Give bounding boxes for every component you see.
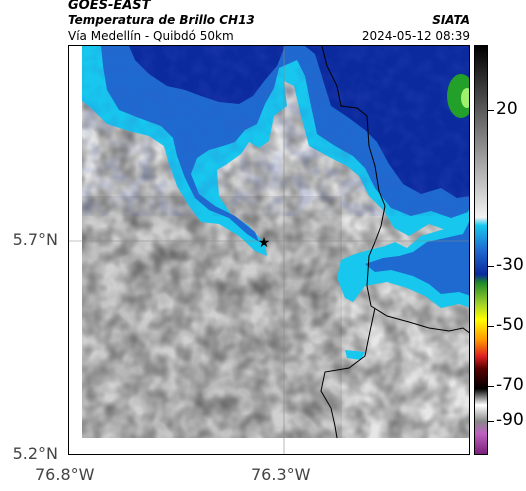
colorbar-tick-mark: [488, 386, 494, 387]
river-line: [320, 307, 376, 439]
colorbar-gradient: [475, 46, 487, 454]
region-subtitle: Vía Medellín - Quibdó 50km: [68, 29, 234, 43]
colorbar-tick-minus70: -70: [496, 375, 524, 395]
colorbar-tick-minus50: -50: [496, 315, 524, 335]
graticule: [69, 46, 469, 454]
colorbar-tick-minus30: -30: [496, 255, 524, 275]
lat-tick-5-2: 5.2°N: [12, 444, 58, 463]
map-canvas: ★: [69, 46, 469, 454]
colorbar-tick-mark: [488, 326, 494, 327]
lat-tick-5-7: 5.7°N: [12, 230, 58, 249]
colorbar-tick-20: 20: [496, 99, 518, 119]
colorbar-tick-mark: [488, 110, 494, 111]
satellite-title: GOES-EAST: [68, 0, 151, 13]
star-marker[interactable]: ★: [258, 235, 271, 251]
cloud-cover: [82, 46, 469, 360]
colorbar-tick-mark: [488, 266, 494, 267]
border-line: [321, 46, 469, 334]
colorbar-tick-minus90: -90: [496, 410, 524, 430]
satellite-map[interactable]: ★: [68, 45, 470, 455]
lon-tick-76-8: 76.8°W: [35, 465, 95, 484]
product-title: Temperatura de Brillo CH13: [68, 13, 255, 27]
colorbar-tick-mark: [488, 421, 494, 422]
temperature-colorbar: [474, 45, 488, 455]
lon-tick-76-3: 76.3°W: [251, 465, 311, 484]
green-core: [447, 74, 469, 118]
timestamp-label: 2024-05-12 08:39: [361, 29, 470, 43]
source-label: SIATA: [432, 13, 470, 27]
boundary-lines: [320, 46, 469, 439]
